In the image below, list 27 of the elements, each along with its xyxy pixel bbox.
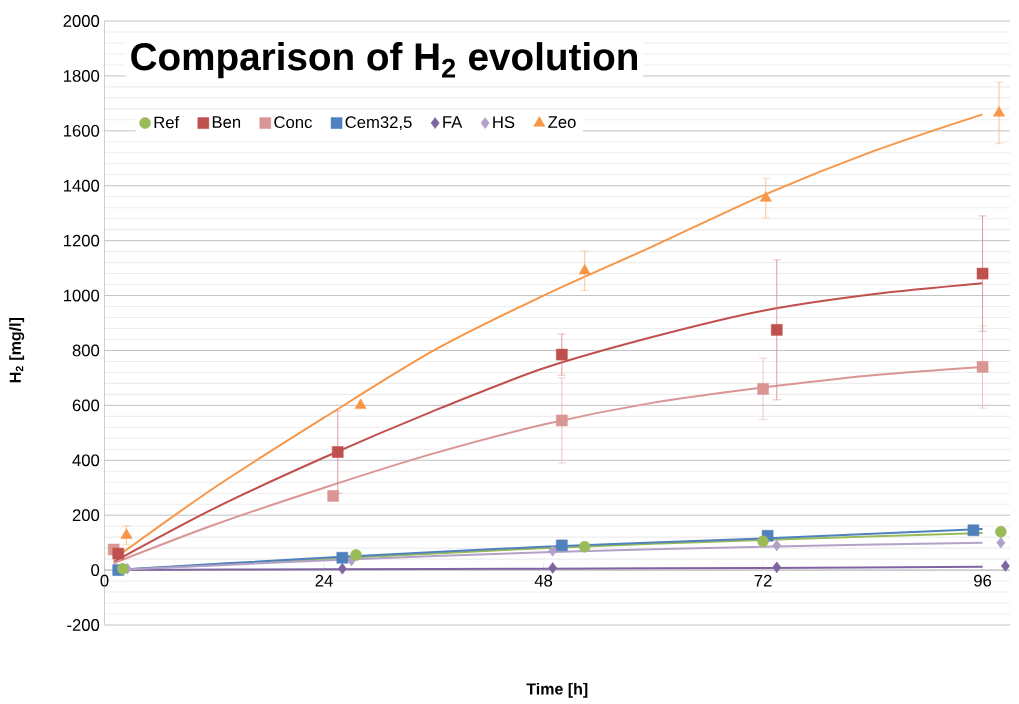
y-tick-label: 1600 — [64, 124, 100, 137]
x-axis-title: Time [h] — [526, 682, 588, 698]
x-tick-label: 0 — [100, 574, 109, 587]
x-tick-label: 24 — [315, 574, 333, 587]
y-tick-label: 1800 — [64, 70, 100, 82]
y-tick-label: 400 — [72, 454, 100, 467]
y-tick-label: 2000 — [63, 15, 100, 27]
y-tick-label: 800 — [72, 344, 100, 357]
y-tick-label: 1400 — [64, 179, 100, 192]
legend-label: Cem32,5 — [345, 116, 412, 131]
y-tick-label: -200 — [67, 619, 100, 631]
x-tick-label: 48 — [534, 574, 553, 587]
text: Comparison of H$_{2}$ evolution — [131, 42, 638, 79]
y-tick-label: 200 — [72, 509, 100, 522]
x-tick-label: 72 — [754, 574, 772, 587]
y-tick-label: 0 — [91, 564, 100, 576]
legend-label: Zeo — [548, 116, 576, 128]
legend-label: Ref — [154, 116, 180, 129]
y-tick-label: 1000 — [64, 289, 100, 302]
x-tick-label: 96 — [974, 574, 992, 587]
y-tick-label: 600 — [72, 399, 100, 412]
y-tick-label: 1200 — [64, 234, 100, 247]
y-axis-title: H$_{2}$ [mg/l] — [9, 318, 25, 383]
legend-label: FA — [443, 116, 463, 128]
legend-label: Ben — [212, 116, 241, 128]
legend-label: Conc — [274, 116, 312, 129]
legend-label: HS — [493, 116, 515, 129]
